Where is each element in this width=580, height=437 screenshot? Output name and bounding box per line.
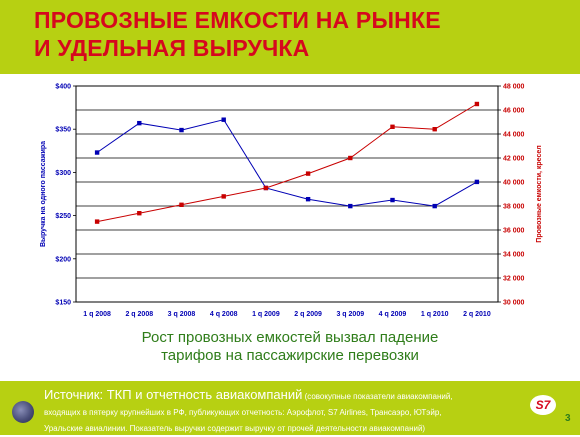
right-axis-tick-label: 38 000 bbox=[503, 204, 525, 211]
revenue-point bbox=[390, 197, 395, 203]
capacity-point bbox=[263, 185, 269, 191]
revenue-point bbox=[474, 179, 480, 185]
x-axis-tick-label: 3 q 2008 bbox=[168, 311, 196, 318]
title-line-2: И УДЕЛЬНАЯ ВЫРУЧКА bbox=[34, 35, 310, 61]
capacity-point bbox=[348, 155, 353, 161]
revenue-point bbox=[432, 203, 437, 209]
source-line-3: Уральские авиалинии. Показатель выручки … bbox=[44, 424, 426, 433]
revenue-point bbox=[94, 150, 100, 155]
capacity-series-line bbox=[97, 103, 478, 223]
right-axis-tick-label: 46 000 bbox=[503, 108, 525, 115]
capacity-point bbox=[221, 194, 226, 199]
x-axis-tick-label: 4 q 2009 bbox=[379, 311, 407, 318]
x-axis-tick-label: 1 q 2008 bbox=[83, 311, 111, 318]
right-axis-title: Провозные емкости, кресел bbox=[536, 145, 543, 242]
capacity-point bbox=[474, 101, 480, 107]
source-line-2: входящих в пятерку крупнейших в РФ, публ… bbox=[44, 408, 442, 417]
revenue-point bbox=[348, 203, 353, 209]
capacity-point bbox=[179, 202, 184, 207]
right-axis-tick-label: 40 000 bbox=[503, 180, 525, 187]
left-axis-tick-label: $350 bbox=[55, 127, 71, 134]
page-number: 3 bbox=[565, 413, 571, 424]
revenue-point bbox=[179, 127, 184, 133]
right-axis-tick-label: 32 000 bbox=[503, 276, 525, 283]
x-axis-tick-label: 2 q 2010 bbox=[463, 311, 491, 318]
revenue-point bbox=[221, 117, 226, 122]
slide-title: ПРОВОЗНЫЕ ЕМКОСТИ НА РЫНКЕ И УДЕЛЬНАЯ ВЫ… bbox=[34, 6, 554, 62]
capacity-point bbox=[137, 211, 142, 216]
footer-banner: Источник: ТКП и отчетность авиакомпаний … bbox=[0, 381, 580, 435]
revenue-series-line bbox=[96, 119, 478, 207]
x-axis-tick-label: 1 q 2010 bbox=[421, 311, 449, 318]
s7-logo: S7 bbox=[530, 395, 556, 415]
capacity-point bbox=[390, 124, 395, 129]
right-axis-tick-label: 42 000 bbox=[503, 156, 525, 163]
capacity-revenue-chart: $150 $200 $250 $300 $350 $400 30 000 32 000 34 0… bbox=[40, 84, 543, 319]
left-axis-tick-label: $150 bbox=[55, 300, 71, 307]
capacity-point bbox=[432, 127, 437, 132]
x-axis-tick-label: 4 q 2008 bbox=[210, 311, 238, 318]
x-axis-tick-label: 1 q 2009 bbox=[252, 311, 280, 318]
plot-frame bbox=[75, 85, 499, 303]
source-detail: (совокупные показатели авиакомпаний, bbox=[302, 392, 453, 401]
left-axis-tick-label: $400 bbox=[55, 84, 71, 91]
right-axis-tick-label: 34 000 bbox=[503, 252, 525, 259]
left-axis-tick-label: $300 bbox=[55, 170, 71, 177]
chart-caption: Рост провозных емкостей вызвал падение т… bbox=[80, 329, 500, 365]
revenue-point bbox=[305, 196, 311, 202]
right-axis-tick-label: 36 000 bbox=[503, 228, 525, 235]
x-axis-tick-label: 3 q 2009 bbox=[336, 311, 364, 318]
right-axis-tick-label: 44 000 bbox=[503, 132, 525, 139]
caption-line-1: Рост провозных емкостей вызвал падение bbox=[141, 329, 439, 346]
right-axis-tick-label: 48 000 bbox=[503, 84, 525, 91]
source-note: Источник: ТКП и отчетность авиакомпаний … bbox=[44, 387, 526, 437]
title-line-1: ПРОВОЗНЫЕ ЕМКОСТИ НА РЫНКЕ bbox=[34, 7, 441, 33]
revenue-point bbox=[137, 120, 142, 126]
source-label: Источник: bbox=[44, 387, 104, 402]
source-main: ТКП и отчетность авиакомпаний bbox=[103, 387, 303, 402]
x-axis-tick-label: 2 q 2008 bbox=[125, 311, 153, 318]
caption-line-2: тарифов на пассажирские перевозки bbox=[161, 347, 419, 364]
capacity-point bbox=[94, 219, 100, 224]
header-banner: ПРОВОЗНЫЕ ЕМКОСТИ НА РЫНКЕ И УДЕЛЬНАЯ ВЫ… bbox=[0, 0, 580, 74]
globe-icon bbox=[12, 401, 34, 423]
right-axis-tick-label: 30 000 bbox=[503, 300, 525, 307]
x-axis-tick-label: 2 q 2009 bbox=[294, 311, 322, 318]
left-axis-tick-label: $200 bbox=[55, 256, 71, 263]
left-axis-tick-label: $250 bbox=[55, 213, 71, 220]
left-axis-title: Выручка на одного пассажира bbox=[40, 141, 47, 247]
capacity-point bbox=[305, 171, 311, 176]
